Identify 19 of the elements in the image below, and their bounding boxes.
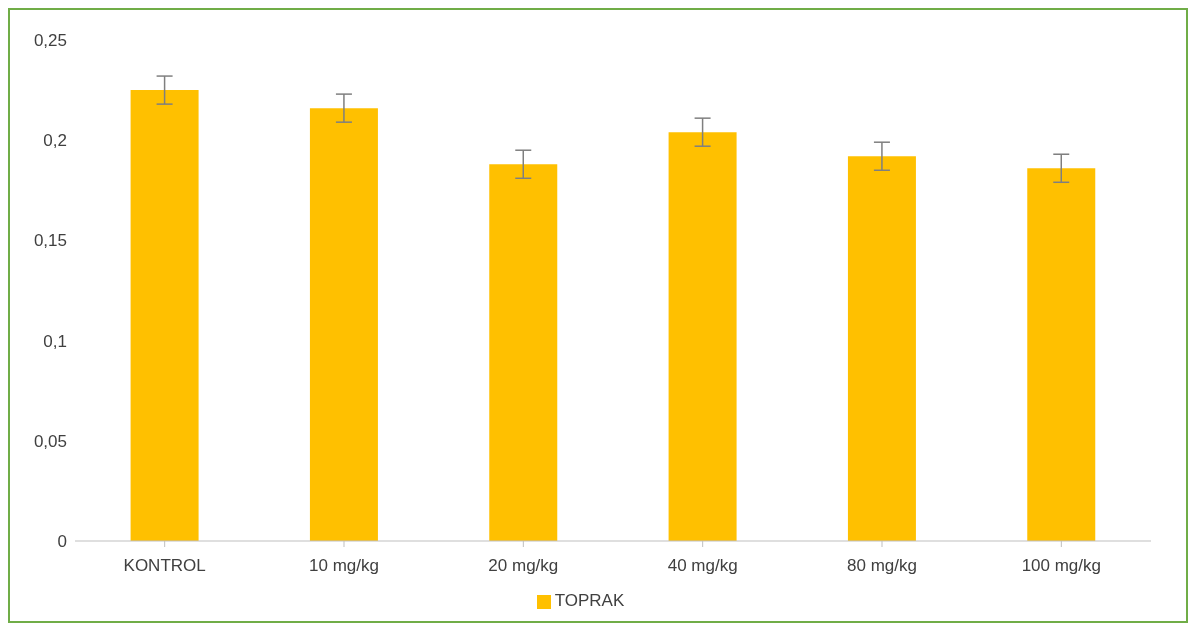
y-tick-label: 0 [57,532,67,552]
x-tick-label: 10 mg/kg [309,556,379,576]
bar [309,108,378,541]
bar [489,164,558,541]
bar [130,90,199,541]
y-tick-label: 0,05 [33,431,67,451]
y-tick-label: 0,1 [43,331,67,351]
y-tick-label: 0,15 [33,231,67,251]
x-tick-label: 40 mg/kg [667,556,738,576]
x-tick-label: 80 mg/kg [847,556,917,576]
bar [668,132,737,541]
y-tick-label: 0,25 [33,31,67,51]
x-tick-label: 100 mg/kg [1021,556,1102,576]
y-tick-label: 0,2 [43,131,67,151]
x-tick-label: KONTROL [123,556,206,576]
bar [1027,168,1096,541]
bar [847,156,916,541]
x-tick-label: 20 mg/kg [488,556,559,576]
legend-label: TOPRAK [554,591,625,610]
